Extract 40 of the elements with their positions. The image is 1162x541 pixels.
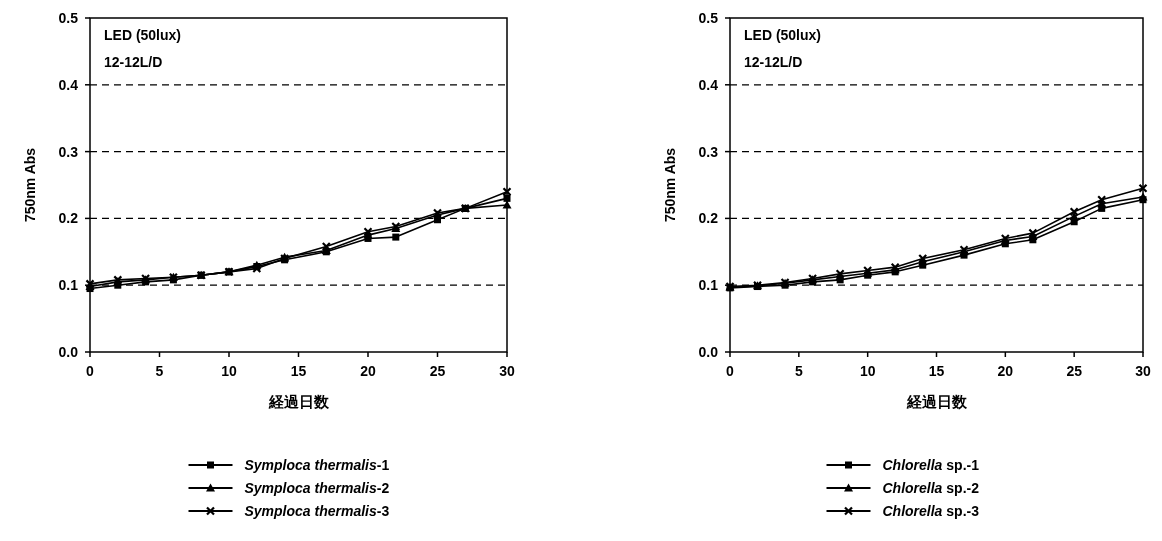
y-tick-label: 0.1 [698,277,719,294]
x-tick-label: 20 [997,363,1014,379]
y-tick-label: 0.4 [58,76,79,93]
y-tick-label: 0.0 [58,344,79,360]
y-tick-label: 0.3 [698,143,719,160]
y-axis-title: 750nm Abs [662,147,678,223]
x-tick-label: 20 [360,363,376,379]
legend-label: Symploca thermalis-3 [244,503,390,519]
x-tick-label: 15 [928,363,945,379]
x-tick-label: 5 [155,363,164,379]
y-tick-label: 0.0 [698,344,719,360]
x-tick-label: 15 [290,363,307,379]
annotation: 12-12L/D [744,54,803,70]
y-tick-label: 0.5 [698,10,719,26]
x-tick-label: 5 [794,363,803,379]
x-tick-label: 10 [859,363,876,379]
x-tick-label: 0 [86,363,95,379]
x-tick-label: 10 [221,363,237,379]
x-axis-title: 経過日数 [905,393,968,410]
annotation: LED (50lux) [744,27,822,43]
y-tick-label: 0.2 [58,210,79,227]
annotation: 12-12L/D [104,54,163,70]
x-tick-label: 30 [499,363,515,379]
x-axis-title: 経過日数 [267,393,330,410]
annotation: LED (50lux) [104,27,182,43]
y-tick-label: 0.3 [58,143,79,160]
y-axis-title: 750nm Abs [22,147,38,223]
x-tick-label: 25 [429,363,446,379]
legend-label: Chlorella sp.-3 [882,503,980,519]
x-tick-label: 25 [1066,363,1083,379]
legend-label: Chlorella sp.-1 [882,457,980,473]
y-tick-label: 0.2 [698,210,719,227]
legend-label: Symploca thermalis-2 [244,480,390,496]
legend-label: Chlorella sp.-2 [882,480,980,496]
x-tick-label: 30 [1135,363,1151,379]
y-tick-label: 0.1 [58,277,79,294]
y-tick-label: 0.5 [58,10,79,26]
x-tick-label: 0 [726,363,735,379]
legend-label: Symploca thermalis-1 [244,457,390,473]
y-tick-label: 0.4 [698,76,719,93]
